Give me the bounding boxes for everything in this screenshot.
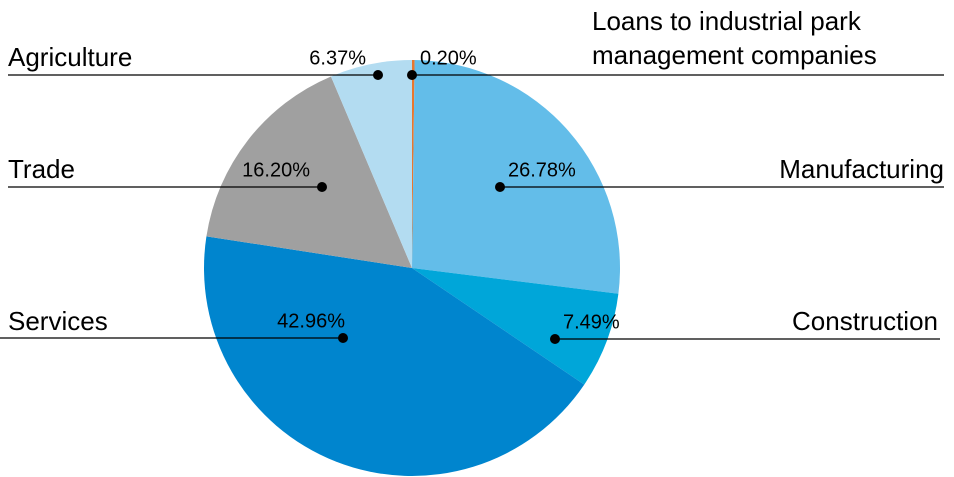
pie-slice <box>412 268 619 385</box>
value-label: 42.96% <box>277 310 345 332</box>
pie-slice <box>412 60 620 294</box>
value-label: 6.37% <box>309 47 366 69</box>
leader-dot <box>550 334 560 344</box>
pie-slice <box>206 76 412 269</box>
value-label: 16.20% <box>242 159 310 181</box>
value-label: 0.20% <box>420 47 477 69</box>
category-label: Trade <box>8 154 75 184</box>
leader-dot <box>495 182 505 192</box>
category-label: Construction <box>792 306 938 336</box>
category-label: Manufacturing <box>779 154 944 184</box>
pie-slice <box>412 60 415 268</box>
leader-dot <box>407 70 417 80</box>
category-label: Services <box>8 306 108 336</box>
leader-dot <box>338 333 348 343</box>
value-label: 26.78% <box>508 159 576 181</box>
value-label: 7.49% <box>563 311 620 333</box>
pie-slice <box>204 236 585 476</box>
leader-dot <box>373 70 383 80</box>
category-label: Agriculture <box>8 42 133 72</box>
category-label: Loans to industrial park management comp… <box>592 6 877 70</box>
leader-dot <box>317 182 327 192</box>
pie-slice <box>330 60 412 268</box>
